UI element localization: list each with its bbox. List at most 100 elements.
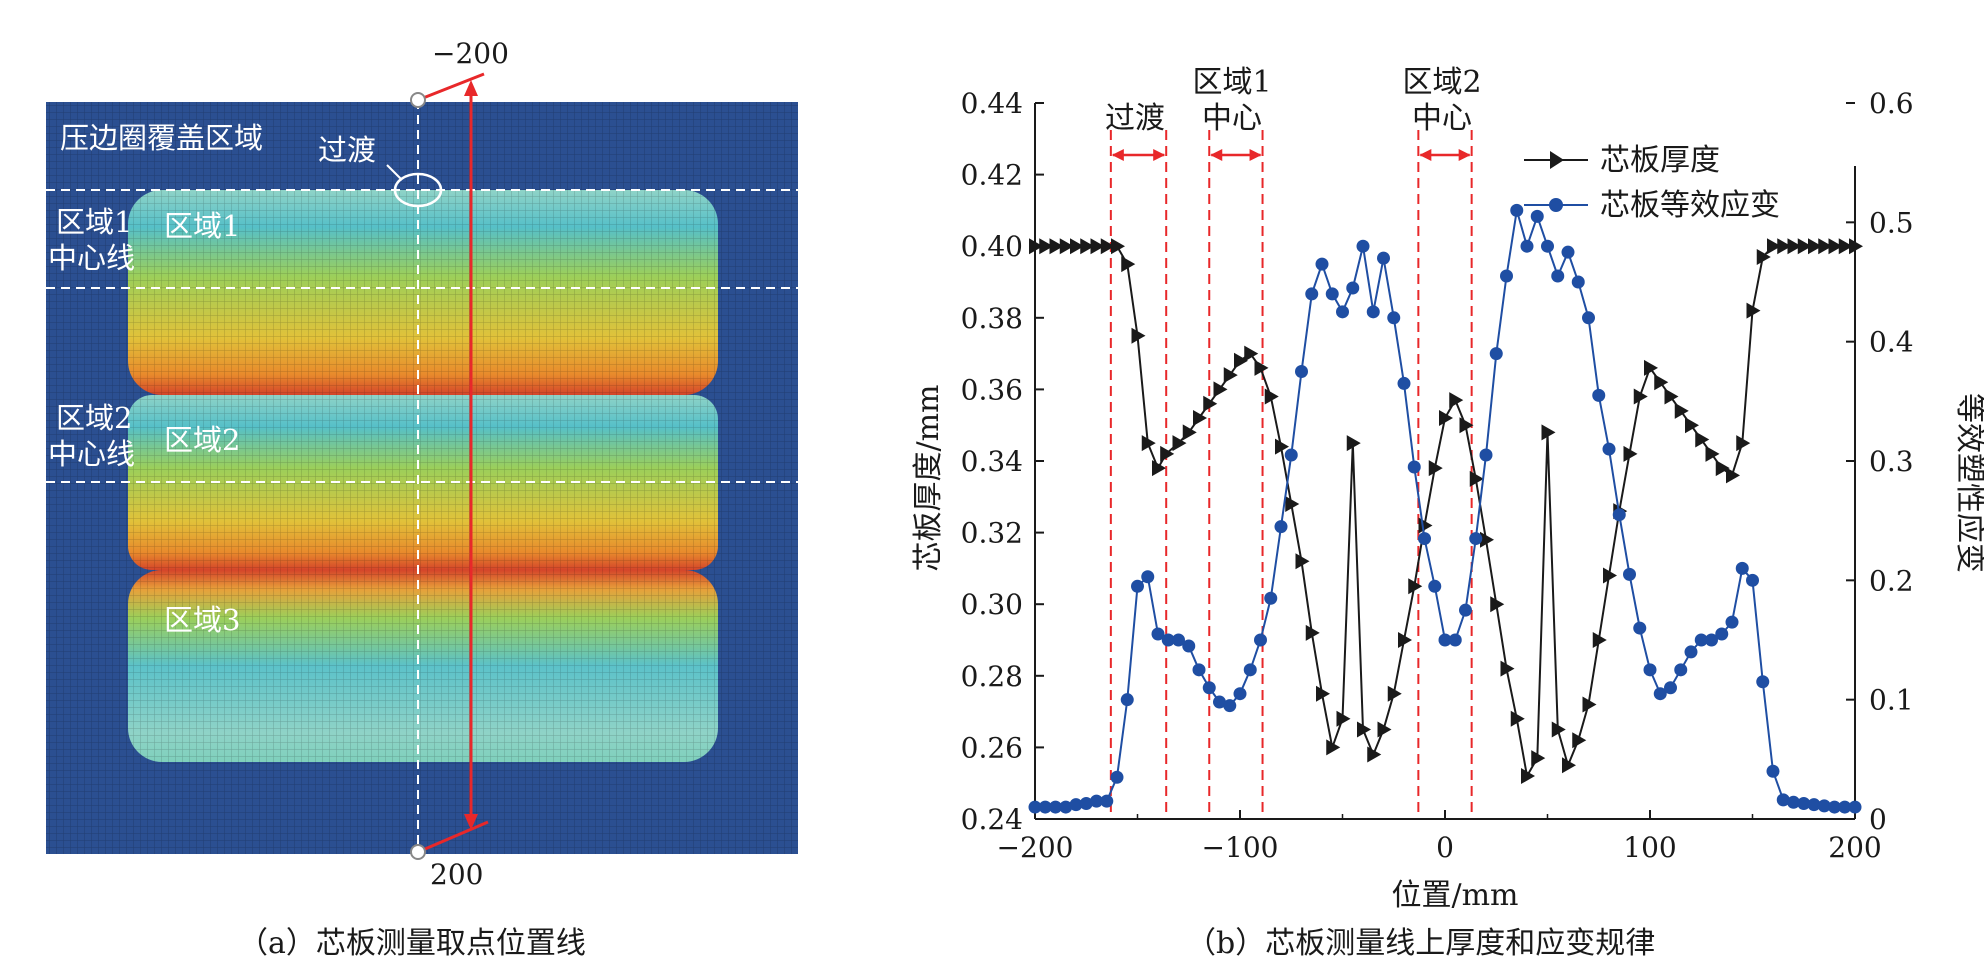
zone2-label: 区域2 <box>164 423 240 457</box>
thickness-data-point <box>1510 710 1525 727</box>
thickness-data-point <box>1223 367 1238 384</box>
thickness-data-point <box>1480 531 1494 548</box>
thickness-data-point <box>1070 238 1084 255</box>
thickness-data-point <box>1172 435 1187 452</box>
zone3-label: 区域3 <box>164 603 240 637</box>
strain-data-point <box>1807 798 1821 812</box>
thickness-data-point <box>1193 410 1207 427</box>
thickness-data-point <box>1254 359 1269 376</box>
thickness-data-point <box>1592 632 1607 648</box>
thickness-data-point <box>1500 660 1515 677</box>
strain-data-point <box>1387 311 1401 325</box>
strain-data-point <box>1469 532 1483 546</box>
thickness-data-point <box>1428 460 1443 477</box>
transition-ellipse <box>393 172 443 208</box>
y2-axis-title: 等效塑性应变 <box>1952 393 1984 573</box>
thickness-data-point <box>1603 567 1617 584</box>
strain-data-point <box>1079 796 1093 810</box>
strain-data-point <box>1325 287 1339 301</box>
thickness-data-point <box>1367 746 1382 763</box>
thickness-data-point <box>1551 721 1566 738</box>
thickness-data-point <box>1582 696 1597 713</box>
strain-data-point <box>1090 794 1103 808</box>
thickness-data-point <box>1357 721 1371 738</box>
y2-tick-label: 0.2 <box>1869 564 1914 597</box>
arrow-right-icon <box>1458 149 1471 161</box>
annotation-zone1-line1: 区域1 <box>1192 65 1271 100</box>
strain-data-point <box>1418 532 1431 546</box>
thickness-data-point <box>1562 757 1576 774</box>
thickness-data-point <box>1654 374 1669 391</box>
strain-data-point <box>1746 573 1759 587</box>
thickness-data-point <box>1121 256 1136 273</box>
arrow-right-icon <box>1249 149 1262 161</box>
strain-data-point <box>1151 627 1165 641</box>
thickness-data-point <box>1377 721 1392 738</box>
strain-data-point <box>1592 388 1606 402</box>
strain-data-point <box>1653 687 1667 701</box>
strain-data-point <box>1182 639 1196 653</box>
y-tick-label: 0.28 <box>961 660 1023 693</box>
arrow-left-icon <box>1111 149 1124 161</box>
strain-data-point <box>1202 681 1216 695</box>
strain-data-point <box>1602 442 1616 456</box>
thickness-data-point <box>1275 438 1289 455</box>
thickness-data-point <box>1767 238 1781 255</box>
strain-data-point <box>1459 603 1472 617</box>
arrow-left-icon <box>1210 149 1223 161</box>
thickness-data-point <box>1797 238 1812 255</box>
x-tick-label: 0 <box>1436 831 1454 864</box>
strain-data-point <box>1346 281 1360 295</box>
arrow-right-icon <box>1153 149 1166 161</box>
strain-data-point <box>1735 561 1749 575</box>
strain-data-point <box>1489 347 1503 361</box>
thickness-data-point <box>1449 392 1464 409</box>
x-axis-title: 位置/mm <box>1391 878 1518 913</box>
thickness-data-point <box>1828 238 1843 255</box>
thickness-data-point <box>1531 750 1546 767</box>
y2-tick-label: 0 <box>1869 803 1887 836</box>
thickness-data-point <box>1459 417 1474 434</box>
zone2-centerline-label-2: 中心线 <box>48 437 135 471</box>
thickness-data-point <box>1490 596 1505 613</box>
strain-data-point <box>1479 448 1493 462</box>
strain-data-point <box>1284 448 1298 462</box>
thickness-data-point <box>1808 238 1822 255</box>
zone1-centerline-label-1: 区域1 <box>56 205 132 239</box>
zone1-label: 区域1 <box>164 209 240 243</box>
strain-data-point <box>1356 239 1370 253</box>
strain-data-point <box>1110 770 1124 784</box>
strain-data-point <box>1664 681 1677 695</box>
thickness-data-point <box>1111 238 1125 255</box>
strain-data-point <box>1377 251 1390 265</box>
y-tick-label: 0.44 <box>961 87 1023 120</box>
thickness-data-point <box>1398 632 1412 648</box>
thickness-data-point <box>1295 553 1310 570</box>
y2-tick-label: 0.6 <box>1869 87 1914 120</box>
zone1-centerline-label-2: 中心线 <box>48 241 135 275</box>
strain-data-point <box>1448 633 1462 647</box>
strain-data-point <box>1028 800 1042 814</box>
strain-data-point <box>1172 633 1185 647</box>
strain-data-point <box>1131 579 1144 593</box>
strain-data-point <box>1500 269 1513 283</box>
y-tick-label: 0.34 <box>961 445 1023 478</box>
thickness-data-point <box>1849 238 1863 255</box>
y-tick-label: 0.32 <box>961 517 1023 550</box>
thickness-data-point <box>1572 732 1587 749</box>
strain-data-point <box>1643 663 1657 677</box>
thickness-data-point <box>1059 238 1074 255</box>
thickness-data-point <box>1685 417 1699 434</box>
strain-data-point <box>1254 633 1267 647</box>
arrow-up-icon <box>464 80 478 96</box>
y-tick-label: 0.36 <box>961 373 1023 406</box>
thickness-data-point <box>1264 388 1279 405</box>
thickness-data-point <box>1623 445 1638 462</box>
thickness-data-point <box>1736 435 1751 452</box>
y-tick-label: 0.40 <box>961 230 1023 263</box>
strain-data-point <box>1623 567 1636 581</box>
thickness-data-point <box>1756 248 1771 265</box>
strain-data-point <box>1848 800 1862 814</box>
chart-series <box>1028 203 1863 814</box>
